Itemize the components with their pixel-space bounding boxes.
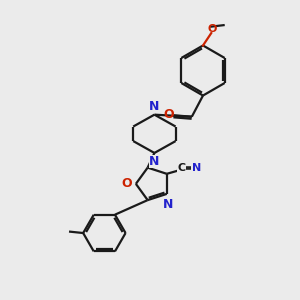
Text: O: O <box>121 177 132 190</box>
Text: N: N <box>149 100 160 113</box>
Text: O: O <box>207 24 217 34</box>
Text: C: C <box>177 163 185 173</box>
Text: N: N <box>192 163 201 173</box>
Text: N: N <box>149 155 160 168</box>
Text: O: O <box>163 108 174 121</box>
Text: N: N <box>163 198 173 211</box>
